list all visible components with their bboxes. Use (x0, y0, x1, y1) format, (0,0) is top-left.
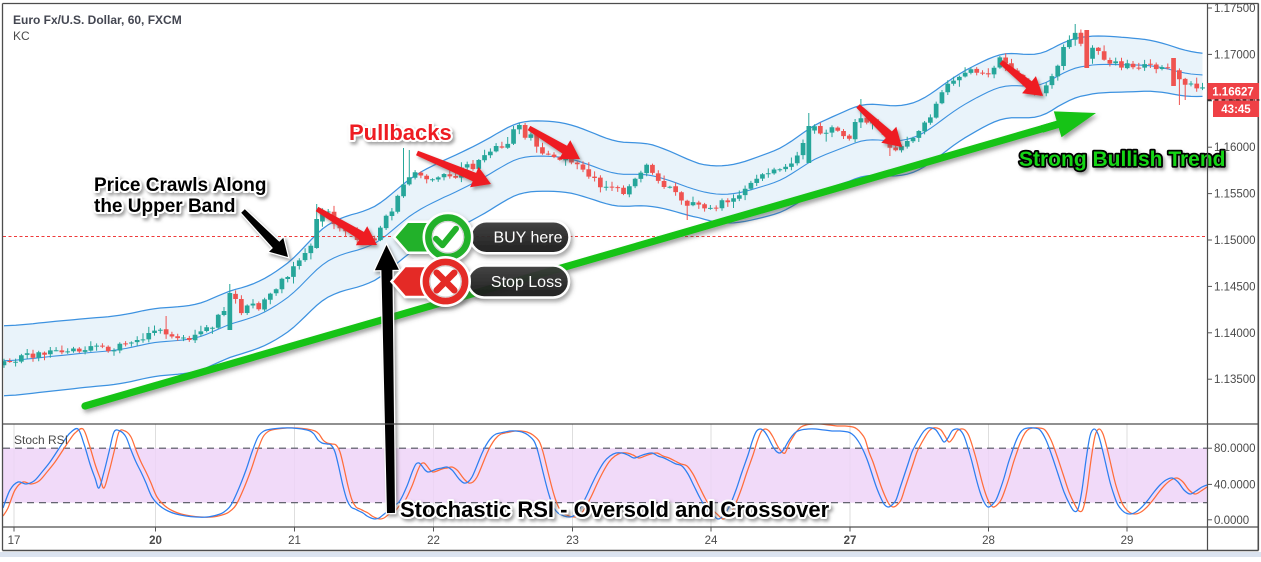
svg-text:24: 24 (705, 535, 718, 547)
svg-text:1.15000: 1.15000 (1214, 235, 1256, 247)
svg-text:27: 27 (844, 535, 857, 547)
svg-text:Euro Fx/U.S. Dollar, 60, FXCM: Euro Fx/U.S. Dollar, 60, FXCM (13, 13, 182, 27)
svg-text:40.0000: 40.0000 (1214, 479, 1256, 491)
svg-text:22: 22 (427, 535, 440, 547)
svg-text:29: 29 (1121, 535, 1134, 547)
svg-text:43:45: 43:45 (1221, 104, 1251, 116)
svg-text:Price Crawls Along: Price Crawls Along (94, 175, 266, 196)
svg-text:Strong Bullish Trend: Strong Bullish Trend (1019, 148, 1226, 171)
svg-text:21: 21 (288, 535, 301, 547)
svg-text:KC: KC (13, 29, 30, 43)
svg-text:23: 23 (566, 535, 579, 547)
svg-text:1.13500: 1.13500 (1214, 374, 1256, 386)
svg-text:1.14000: 1.14000 (1214, 328, 1256, 340)
svg-text:80.0000: 80.0000 (1214, 443, 1256, 455)
svg-text:1.15500: 1.15500 (1214, 189, 1256, 201)
svg-text:0.0000: 0.0000 (1214, 515, 1249, 527)
svg-text:Stochastic RSI - Oversold and: Stochastic RSI - Oversold and Crossover (400, 497, 830, 522)
svg-text:17: 17 (8, 535, 21, 547)
svg-text:1.16000: 1.16000 (1214, 142, 1256, 154)
svg-text:20: 20 (149, 535, 162, 547)
svg-text:Pullbacks: Pullbacks (349, 120, 452, 145)
svg-text:BUY here: BUY here (493, 230, 562, 247)
svg-text:the Upper Band: the Upper Band (94, 196, 235, 217)
svg-text:1.17500: 1.17500 (1214, 3, 1256, 15)
svg-text:Stoch RSI: Stoch RSI (14, 433, 68, 447)
svg-text:1.17000: 1.17000 (1214, 49, 1256, 61)
svg-text:28: 28 (982, 535, 995, 547)
svg-text:1.14500: 1.14500 (1214, 281, 1256, 293)
svg-text:1.16627: 1.16627 (1212, 87, 1254, 99)
svg-text:Stop Loss: Stop Loss (491, 274, 562, 291)
